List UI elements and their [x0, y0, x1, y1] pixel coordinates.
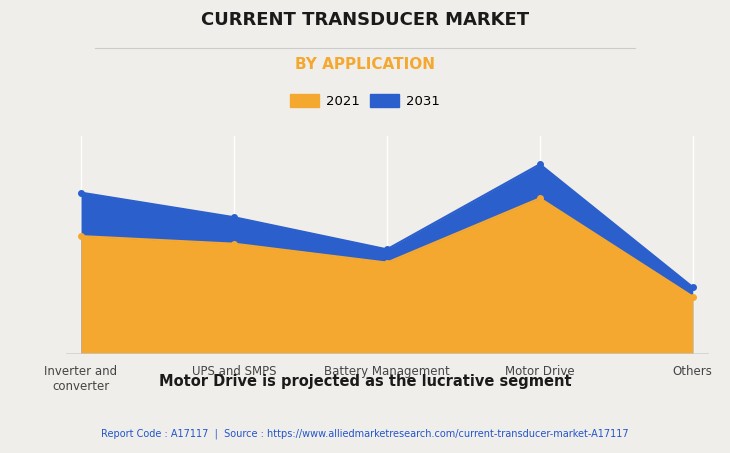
Text: BY APPLICATION: BY APPLICATION: [295, 57, 435, 72]
Text: Motor Drive is projected as the lucrative segment: Motor Drive is projected as the lucrativ…: [158, 374, 572, 389]
Text: Report Code : A17117  |  Source : https://www.alliedmarketresearch.com/current-t: Report Code : A17117 | Source : https://…: [101, 428, 629, 439]
Legend: 2021, 2031: 2021, 2031: [286, 91, 444, 112]
Text: CURRENT TRANSDUCER MARKET: CURRENT TRANSDUCER MARKET: [201, 11, 529, 29]
